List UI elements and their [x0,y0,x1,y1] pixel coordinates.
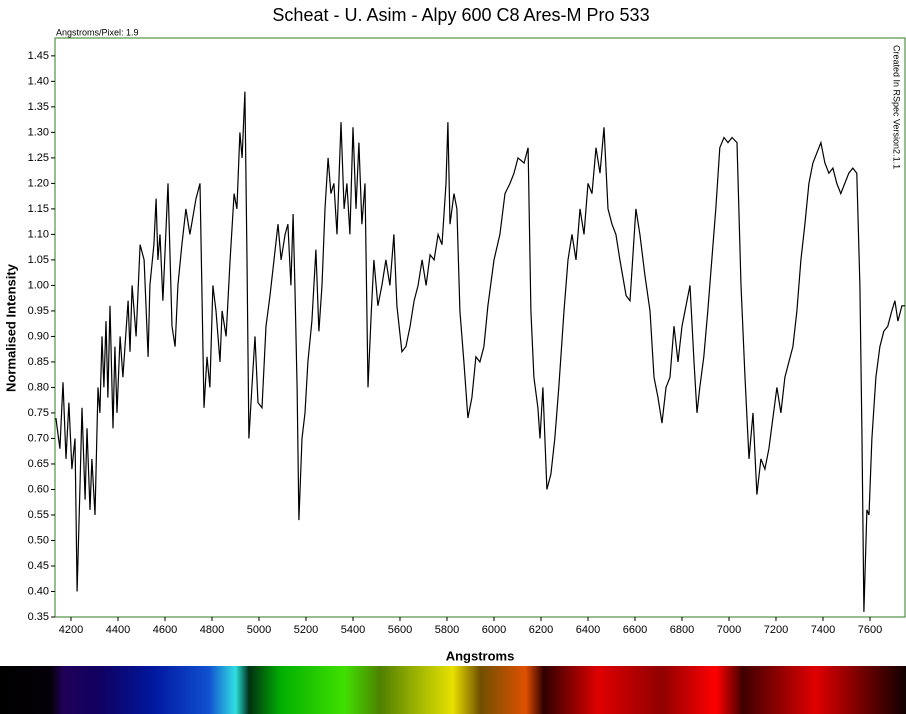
y-axis-label: Normalised Intensity [3,263,18,392]
x-tick-label: 4200 [59,624,83,636]
y-tick-label: 0.75 [28,407,49,419]
y-tick-label: 1.35 [28,101,49,113]
y-tick-label: 1.00 [28,279,49,291]
x-tick-label: 5800 [435,624,459,636]
y-tick-label: 0.90 [28,330,49,342]
y-tick-label: 1.05 [28,254,49,266]
y-tick-label: 1.40 [28,75,49,87]
y-tick-label: 1.20 [28,177,49,189]
y-tick-label: 1.10 [28,228,49,240]
annotation: Created In RSpec Version2.1.1 [892,45,902,169]
x-tick-label: 7400 [811,624,835,636]
x-tick-label: 6000 [482,624,506,636]
y-tick-label: 0.55 [28,509,49,521]
chart-title: Scheat - U. Asim - Alpy 600 C8 Ares-M Pr… [272,5,649,25]
y-tick-label: 1.45 [28,50,49,62]
x-tick-label: 7000 [717,624,741,636]
y-tick-label: 0.50 [28,534,49,546]
y-tick-label: 0.85 [28,356,49,368]
y-tick-label: 0.40 [28,585,49,597]
y-tick-label: 1.30 [28,126,49,138]
x-tick-label: 5400 [341,624,365,636]
x-tick-label: 4400 [106,624,130,636]
x-tick-label: 6600 [623,624,647,636]
y-tick-label: 0.65 [28,458,49,470]
x-axis-label: Angstroms [446,648,515,663]
x-tick-label: 6800 [670,624,694,636]
y-tick-label: 1.25 [28,152,49,164]
y-tick-label: 0.95 [28,305,49,317]
plot-frame [54,37,906,618]
spectrum-line [55,91,905,612]
x-tick-label: 5000 [247,624,271,636]
x-tick-label: 4600 [153,624,177,636]
x-tick-label: 6400 [576,624,600,636]
y-tick-label: 0.70 [28,432,49,444]
y-tick-label: 0.60 [28,483,49,495]
spectrum-strip [0,666,906,714]
subtitle: Angstroms/Pixel: 1.9 [56,27,139,37]
y-tick-label: 0.35 [28,611,49,623]
x-tick-label: 6200 [529,624,553,636]
x-tick-label: 7600 [858,624,882,636]
x-tick-label: 5600 [388,624,412,636]
x-tick-label: 5200 [294,624,318,636]
x-tick-label: 7200 [764,624,788,636]
y-tick-label: 0.80 [28,381,49,393]
y-tick-label: 1.15 [28,203,49,215]
x-tick-label: 4800 [200,624,224,636]
y-tick-label: 0.45 [28,560,49,572]
